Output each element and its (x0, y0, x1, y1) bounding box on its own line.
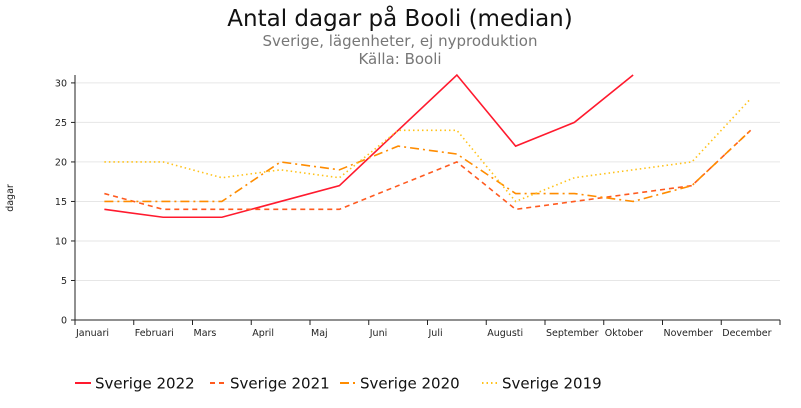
x-tick-label: Mars (194, 328, 217, 339)
x-tick-label: Januari (75, 328, 109, 339)
y-tick-label: 10 (55, 236, 67, 247)
x-tick-label: Maj (311, 328, 328, 339)
y-tick-label: 5 (61, 276, 67, 287)
chart-source: Källa: Booli (358, 50, 441, 68)
y-axis-label: dagar (5, 184, 16, 212)
x-tick-label: November (664, 328, 714, 339)
x-tick-label: Oktober (605, 328, 643, 339)
legend-label: Sverige 2019 (502, 375, 602, 393)
legend-label: Sverige 2021 (230, 375, 330, 393)
x-tick-label: December (722, 328, 771, 339)
x-tick-label: Juli (428, 328, 443, 339)
y-tick-label: 30 (55, 78, 67, 89)
x-tick-label: Juni (369, 328, 387, 339)
series-line-sverige-2021 (104, 129, 752, 211)
y-tick-label: 0 (61, 316, 67, 327)
y-tick-label: 25 (55, 118, 67, 129)
chart-subtitle: Sverige, lägenheter, ej nyproduktion (263, 32, 538, 50)
series-line-sverige-2019 (104, 98, 752, 203)
y-tick-label: 15 (55, 197, 67, 208)
legend-label: Sverige 2022 (95, 375, 195, 393)
series-line-sverige-2022 (104, 73, 634, 219)
x-tick-label: September (546, 328, 599, 339)
y-tick-label: 20 (55, 157, 67, 168)
x-tick-label: Augusti (487, 328, 523, 339)
chart-title: Antal dagar på Booli (median) (227, 4, 572, 32)
legend-label: Sverige 2020 (360, 375, 460, 393)
x-tick-label: April (252, 328, 274, 339)
x-tick-label: Februari (135, 328, 174, 339)
